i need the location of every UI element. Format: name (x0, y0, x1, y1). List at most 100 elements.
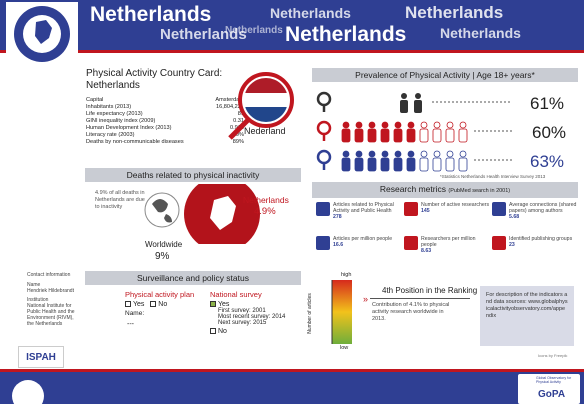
fact-row: Life expectancy (2013) 81 (86, 111, 244, 118)
metric-icon (404, 236, 418, 250)
metric-value: 8.63 (421, 248, 432, 254)
gopa-logo: Global Observatory for Physical Activity… (518, 374, 580, 404)
person-head (355, 150, 363, 158)
checkbox-checked (210, 301, 216, 308)
person-body (380, 157, 390, 172)
bullet: » (363, 294, 369, 304)
deaths-graphic (144, 184, 260, 244)
fact-label: Inhabitants (2013) (86, 104, 132, 110)
survey-yes: Yes (218, 301, 230, 308)
person-body (380, 128, 390, 143)
person-head (407, 150, 415, 158)
flag-label: Nederland (244, 126, 286, 136)
survey-no-row: No (210, 328, 285, 335)
contact-name: Hendriek Hildebrandt (27, 288, 74, 294)
fact-value: 99% (232, 132, 244, 138)
person-head (433, 150, 441, 158)
person-head (342, 150, 350, 158)
research-header: Research metrics (PubMed search in 2001) (312, 182, 578, 198)
logo-map (35, 20, 52, 44)
survey-first: First survey: 2001 (218, 308, 266, 314)
world-label: Worldwide (145, 240, 183, 249)
person-body (432, 157, 442, 172)
metric-text: Identified publishing groups 23 (509, 236, 572, 250)
person-body (445, 157, 455, 172)
plan-no: No (158, 301, 168, 308)
ranking-bar (331, 280, 352, 344)
survey-recent: Most recent survey: 2014 (218, 314, 286, 320)
metric: Researchers per million people 8.63 (404, 236, 490, 254)
person-body (432, 128, 442, 143)
plan-name: --- (127, 321, 134, 328)
fact-label: Deaths by non-communicable diseases (86, 139, 184, 145)
metric-label: Number of active researchers (421, 202, 490, 208)
survey-title: National survey (210, 290, 262, 299)
person-head (342, 121, 350, 129)
person-body (393, 128, 403, 143)
prevalence-value: 61% (530, 94, 565, 113)
metric-value: 278 (333, 214, 342, 220)
plan: Physical activity plan Yes No Name: --- (125, 290, 194, 328)
ranking-position: 4th Position in the Ranking (382, 286, 478, 295)
survey-next: Next survey: 2015 (218, 320, 267, 326)
metric-icon (316, 202, 330, 216)
fact-label: Literacy rate (2003) (86, 132, 135, 138)
metric-value: 16.6 (333, 242, 344, 248)
metric: Average connections (shared papers) amon… (492, 202, 578, 220)
person-head (459, 121, 467, 129)
banner-word: Netherlands (285, 23, 407, 46)
prevalence-value: 63% (530, 152, 565, 171)
ranking-rule (370, 298, 470, 299)
gender-symbol (316, 91, 332, 107)
person-body (354, 157, 364, 172)
checkbox (150, 301, 157, 308)
person-head (355, 121, 363, 129)
footer-logo-circle (12, 380, 44, 404)
person-head (394, 121, 402, 129)
footer-logo (12, 380, 44, 404)
fact-row: Deaths by non-communicable diseases 89% (86, 139, 244, 146)
person-body (445, 128, 455, 143)
contact: Contact information Name Hendriek Hildeb… (27, 272, 82, 327)
fact-label: Human Development Index (2013) (86, 125, 172, 131)
metric-label: Identified publishing groups (509, 236, 573, 242)
prevalence-icons (316, 91, 512, 172)
fact-value: 0.31 (233, 118, 244, 124)
person-body (400, 100, 408, 113)
metric-label: Articles related to Physical Activity an… (333, 202, 394, 214)
metric-value: 23 (509, 242, 515, 248)
metric-icon (492, 236, 506, 250)
gender-symbol (316, 149, 332, 165)
survey: National survey Yes First survey: 2001 M… (210, 290, 285, 335)
metric-text: Average connections (shared papers) amon… (509, 202, 578, 220)
banner-word: Netherlands (160, 26, 247, 43)
fact-label: GINI inequality index (2009) (86, 118, 156, 124)
metric: Identified publishing groups 23 (492, 236, 578, 250)
gender-symbol (316, 120, 332, 136)
person-head (433, 121, 441, 129)
person-body (419, 157, 429, 172)
fact-value: 81 (237, 111, 244, 117)
deaths-note: 4.9% of all deaths in Netherlands are du… (95, 190, 145, 210)
person-body (406, 128, 416, 143)
fact-row: Literacy rate (2003) 99% (86, 132, 244, 139)
person-head (407, 121, 415, 129)
fact-row: Inhabitants (2013) 16,804,224 (86, 104, 244, 111)
metric-icon (316, 236, 330, 250)
person-head (381, 121, 389, 129)
globe-land (152, 199, 172, 223)
contact-name-label: Name (27, 282, 41, 288)
contact-title: Contact information (27, 272, 71, 278)
metric: Number of active researchers 145 (404, 202, 490, 216)
survey-no: No (218, 328, 227, 335)
metric-icon (492, 202, 506, 216)
prevalence-subtitle: | Age 18+ years* (472, 70, 535, 80)
metric-text: Articles per million people 16.6 (333, 236, 392, 250)
metric-text: Researchers per million people 8.63 (421, 236, 490, 254)
fact-value: 16,804,224 (216, 104, 244, 110)
metric-label: Researchers per million people (421, 236, 476, 248)
metric-label: Average connections (shared papers) amon… (509, 202, 577, 214)
person-body (354, 128, 364, 143)
prevalence-footnote: *Statistics Netherlands Health Interview… (440, 174, 546, 179)
country-map (210, 196, 236, 230)
